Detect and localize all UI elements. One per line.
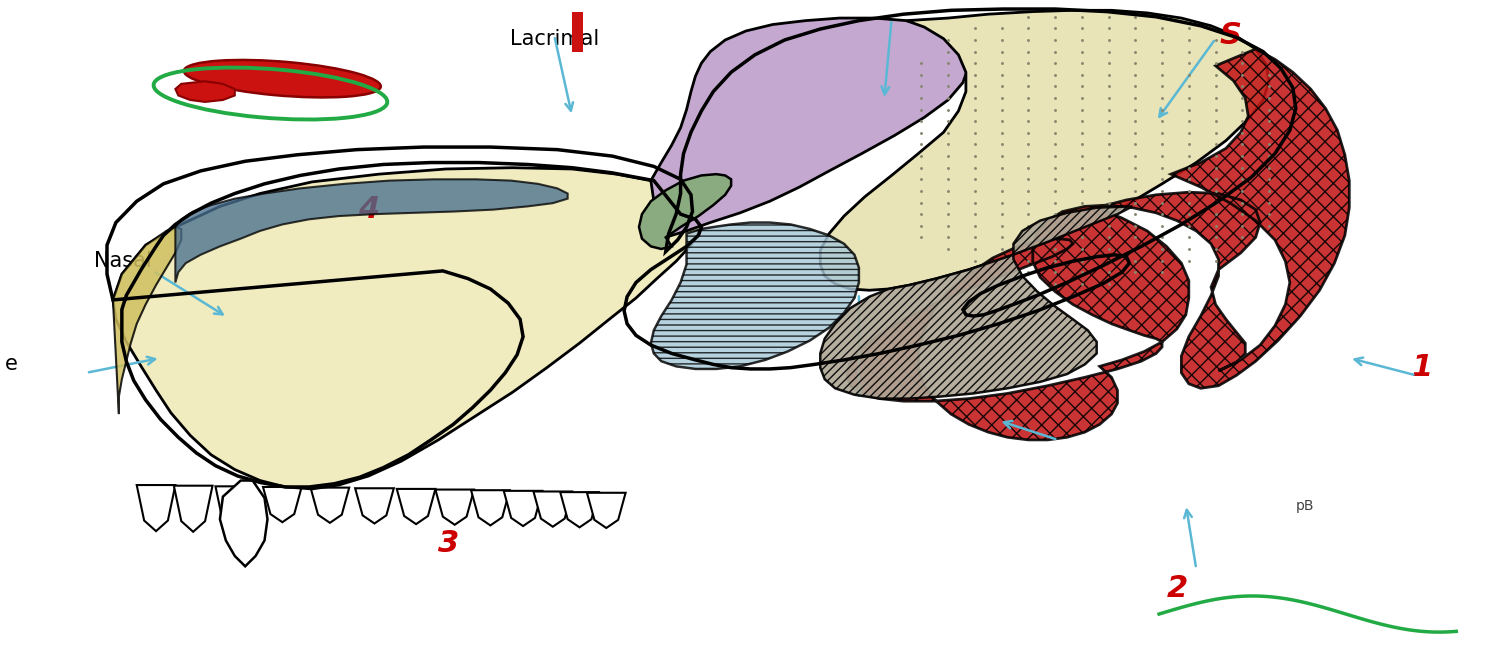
Polygon shape — [215, 486, 254, 533]
Polygon shape — [587, 493, 626, 528]
Text: pB: pB — [1296, 499, 1314, 513]
Polygon shape — [820, 10, 1269, 290]
Text: Lacrimal: Lacrimal — [510, 29, 599, 49]
Polygon shape — [397, 489, 435, 524]
Ellipse shape — [184, 60, 380, 97]
Polygon shape — [113, 168, 701, 489]
Polygon shape — [311, 488, 349, 523]
Polygon shape — [435, 490, 474, 525]
Polygon shape — [137, 485, 175, 531]
Text: 3: 3 — [438, 529, 459, 557]
Text: S: S — [1220, 21, 1241, 50]
Bar — [572, 12, 583, 52]
Polygon shape — [651, 18, 969, 237]
Polygon shape — [175, 179, 568, 283]
Polygon shape — [113, 227, 181, 414]
Polygon shape — [174, 486, 212, 531]
Polygon shape — [355, 488, 394, 524]
Polygon shape — [533, 491, 572, 527]
Polygon shape — [820, 206, 1132, 399]
Polygon shape — [651, 223, 859, 369]
Text: 1: 1 — [1412, 353, 1433, 382]
Polygon shape — [560, 492, 599, 528]
Polygon shape — [220, 481, 267, 566]
Polygon shape — [471, 490, 510, 526]
Text: 2: 2 — [1167, 574, 1187, 602]
Polygon shape — [847, 49, 1349, 440]
Text: 4: 4 — [358, 195, 379, 224]
Polygon shape — [263, 487, 302, 522]
Text: e: e — [4, 354, 18, 375]
Polygon shape — [175, 81, 235, 102]
Polygon shape — [639, 174, 731, 249]
Polygon shape — [504, 491, 542, 526]
Text: Nasal: Nasal — [94, 251, 152, 272]
